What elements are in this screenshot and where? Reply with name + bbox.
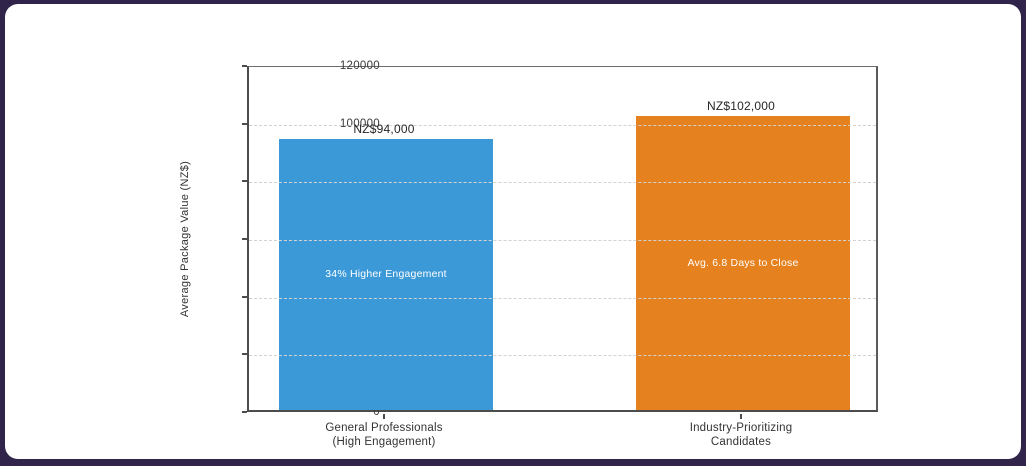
bar-value-label-0: NZ$94,000	[353, 121, 415, 136]
gridline-y-20000	[249, 355, 876, 357]
y-tick-label-0: 0	[373, 406, 380, 418]
bar-annotation-0: 34% Higher Engagement	[325, 268, 447, 281]
y-tick-mark	[242, 353, 247, 356]
gridline-y-60000	[249, 240, 876, 241]
bar-0: 34% Higher Engagement	[279, 138, 493, 410]
bar-1: Avg. 6.8 Days to Close	[636, 115, 850, 410]
x-tick-mark	[740, 414, 742, 419]
x-category-label-line: (High Engagement)	[332, 436, 436, 448]
gridline-y-80000	[249, 182, 876, 184]
y-tick-mark	[242, 65, 247, 67]
y-tick-mark	[242, 295, 247, 298]
plot-area: 34% Higher Engagement Avg. 6.8 Days to Cl…	[247, 66, 878, 412]
x-category-label-line: Industry-Prioritizing	[689, 422, 793, 434]
y-tick-mark	[242, 238, 247, 240]
x-category-label-line: Candidates	[710, 436, 772, 448]
x-tick-mark	[383, 414, 385, 419]
bar-value-label-1: NZ$102,000	[706, 98, 776, 113]
y-tick-mark	[242, 122, 247, 125]
gridline-y-100000	[249, 124, 876, 126]
bar-annotation-1: Avg. 6.8 Days to Close	[687, 256, 799, 269]
x-category-label-1: Industry-Prioritizing Candidates	[621, 421, 861, 449]
x-category-label-line: General Professionals	[325, 422, 443, 434]
chart-canvas: Average Package Value (NZ$) 34% Higher E…	[5, 4, 1021, 459]
gridline-y-40000	[249, 297, 876, 299]
y-tick-mark	[242, 180, 247, 183]
y-axis-title: Average Package Value (NZ$)	[179, 160, 191, 318]
x-category-label-0: General Professionals (High Engagement)	[264, 421, 504, 449]
y-tick-label-120000: 120000	[339, 60, 380, 72]
y-tick-mark	[242, 411, 247, 413]
y-tick-label-100000: 100000	[339, 117, 380, 130]
